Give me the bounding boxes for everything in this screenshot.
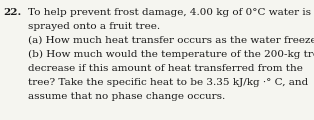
Text: (a) How much heat transfer occurs as the water freezes?: (a) How much heat transfer occurs as the… [28,36,314,45]
Text: sprayed onto a fruit tree.: sprayed onto a fruit tree. [28,22,160,31]
Text: 22.: 22. [3,8,21,17]
Text: To help prevent frost damage, 4.00 kg of 0°C water is: To help prevent frost damage, 4.00 kg of… [28,8,311,17]
Text: assume that no phase change occurs.: assume that no phase change occurs. [28,92,225,101]
Text: tree? Take the specific heat to be 3.35 kJ/kg ·° C, and: tree? Take the specific heat to be 3.35 … [28,78,308,87]
Text: (b) How much would the temperature of the 200-kg tree: (b) How much would the temperature of th… [28,50,314,59]
Text: decrease if this amount of heat transferred from the: decrease if this amount of heat transfer… [28,64,303,73]
